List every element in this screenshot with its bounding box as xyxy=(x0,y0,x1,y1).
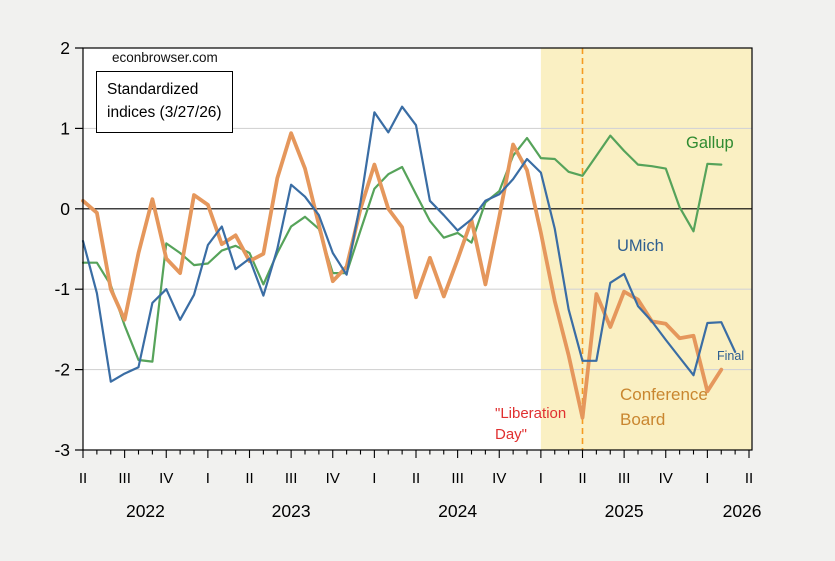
liberation-day-annotation: "Liberation Day" xyxy=(495,403,566,445)
quarter-label: IV xyxy=(326,470,340,487)
conference-board-series-label: Conference Board xyxy=(620,383,708,432)
y-tick-label: -3 xyxy=(54,440,70,460)
series-line-umich xyxy=(81,105,737,383)
series-line-gallup xyxy=(81,134,723,363)
quarter-label: II xyxy=(412,470,420,487)
series-line-conference-board xyxy=(81,131,724,420)
quarter-label: III xyxy=(118,470,131,487)
quarter-label: I xyxy=(705,470,709,487)
year-label: 2023 xyxy=(272,501,311,521)
umich-series-label: UMich xyxy=(617,237,664,255)
quarter-label: I xyxy=(372,470,376,487)
note-line1: Standardized xyxy=(107,81,199,98)
quarter-label: III xyxy=(451,470,464,487)
quarter-label: I xyxy=(539,470,543,487)
quarter-label: IV xyxy=(159,470,173,487)
cb-label-line2: Board xyxy=(620,409,666,429)
watermark-text: econbrowser.com xyxy=(112,50,218,65)
quarter-label: III xyxy=(285,470,298,487)
quarter-label: II xyxy=(79,470,87,487)
y-tick-label: -2 xyxy=(54,360,70,380)
liberation-line1: "Liberation xyxy=(495,405,567,422)
y-tick-label: -1 xyxy=(54,279,70,299)
year-label: 2026 xyxy=(723,501,762,521)
gallup-series-label: Gallup xyxy=(686,134,734,152)
y-tick-label: 2 xyxy=(60,38,70,58)
note-line2: indices (3/27/26) xyxy=(107,104,222,122)
cb-label-line1: Conference xyxy=(620,385,708,404)
quarter-label: II xyxy=(745,470,753,487)
quarter-label: II xyxy=(245,470,253,487)
quarter-label: III xyxy=(618,470,631,487)
year-label: 2022 xyxy=(126,501,165,521)
y-tick-label: 1 xyxy=(60,118,70,138)
note-box: Standardized indices (3/27/26) xyxy=(96,71,233,133)
year-label: 2025 xyxy=(605,501,644,521)
y-tick-label: 0 xyxy=(60,199,70,219)
plot-border xyxy=(82,47,753,451)
quarter-label: IV xyxy=(659,470,673,487)
quarter-label: I xyxy=(206,470,210,487)
quarter-label: IV xyxy=(492,470,506,487)
quarter-label: II xyxy=(578,470,586,487)
final-reading-label: Final xyxy=(717,349,745,363)
year-label: 2024 xyxy=(438,501,477,521)
liberation-line2: Day" xyxy=(495,426,527,443)
